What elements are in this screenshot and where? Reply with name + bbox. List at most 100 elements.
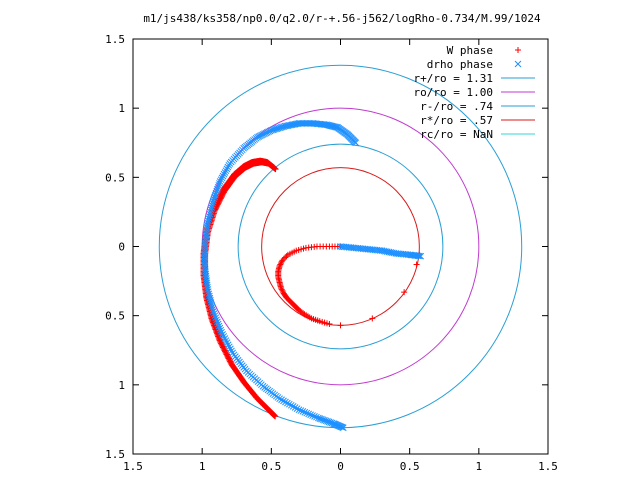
w-phase-point [283, 253, 290, 260]
w-phase-point [276, 278, 283, 285]
drho-phase-point [313, 413, 320, 421]
legend-marker [515, 47, 521, 53]
drho-phase-point [218, 328, 225, 336]
w-phase-point [314, 317, 321, 324]
drho-phase-point [211, 312, 219, 320]
w-phase-point [285, 296, 292, 303]
legend-label: W phase [447, 44, 493, 57]
drho-phase-point [284, 399, 291, 407]
drho-phase-point [297, 407, 305, 414]
w-phase-point [295, 246, 302, 253]
drho-phase-point [214, 318, 221, 326]
w-phase-point [298, 309, 305, 316]
drho-phase-point [278, 396, 285, 404]
x-tick-label: 1.5 [123, 460, 143, 473]
w-phase-point [287, 250, 294, 257]
w-phase-point [278, 260, 285, 267]
y-tick-label: 0.5 [105, 310, 125, 323]
drho-phase-point [212, 189, 220, 197]
drho-phase-point [221, 169, 229, 176]
drho-phase-point [214, 183, 222, 191]
legend-label: ro/ro = 1.00 [414, 86, 493, 99]
drho-phase-point [213, 187, 221, 195]
drho-phase-point [219, 172, 227, 180]
drho-phase-point [221, 335, 229, 342]
drho-phase-point [226, 160, 234, 167]
drho-phase-point [210, 310, 218, 317]
w-phase-point [324, 320, 331, 327]
x-tick-label: 0.5 [400, 460, 420, 473]
y-tick-label: 0.5 [105, 171, 125, 184]
drho-phase-point [289, 403, 297, 410]
drho-phase-point [311, 413, 318, 420]
legend-label: rc/ro = NaN [420, 128, 493, 141]
x-tick-label: 1 [199, 460, 206, 473]
y-tick-label: 1.5 [105, 33, 125, 46]
legend-label: r+/ro = 1.31 [414, 72, 493, 85]
legend-marker [514, 60, 522, 68]
drho-phase-point [282, 398, 289, 406]
drho-phase-point [413, 252, 420, 260]
drho-phase-point [212, 314, 220, 322]
y-tick-label: 0 [118, 241, 125, 254]
drho-phase-point [215, 182, 223, 189]
drho-phase-point [299, 408, 307, 415]
w-phase-point [306, 314, 313, 321]
y-tick-label: 1 [118, 102, 125, 115]
drho-phase-point [211, 193, 218, 201]
w-phase-point [278, 286, 285, 293]
w-phase-point [329, 243, 336, 250]
drho-phase-point [216, 180, 223, 187]
x-tick-label: 0.5 [261, 460, 281, 473]
phase-markers [200, 120, 425, 432]
w-phase-point [271, 412, 278, 419]
w-phase-point [278, 258, 285, 265]
drho-phase-point [217, 326, 225, 334]
drho-phase-point [216, 324, 224, 332]
drho-phase-point [214, 185, 221, 193]
w-phase-point [300, 310, 307, 317]
drho-phase-point [307, 411, 314, 419]
w-phase-point [272, 413, 279, 420]
w-phase-point [293, 305, 300, 312]
drho-phase-point [220, 333, 228, 340]
drho-phase-point [220, 170, 228, 178]
w-phase-point [337, 322, 344, 329]
drho-phase-point [227, 345, 234, 353]
drho-phase-point [303, 409, 311, 417]
w-phase-point [279, 257, 286, 264]
axis-ticks: 1.5 1 0.5 0 0.5 1 1.51.510.500.511.5 [105, 33, 558, 473]
drho-phase-point [215, 322, 223, 330]
drho-phase-point [209, 305, 217, 313]
drho-phase-point [228, 347, 235, 355]
x-tick-label: 1.5 [538, 460, 558, 473]
drho-phase-point [415, 252, 423, 260]
drho-phase-point [225, 343, 233, 351]
w-phase-point [289, 300, 296, 307]
drho-phase-point [285, 400, 293, 408]
w-phase-point [277, 283, 284, 290]
drho-phase-point [214, 320, 222, 328]
drho-phase-point [222, 167, 230, 175]
drho-phase-point [219, 330, 226, 338]
drho-phase-point [291, 404, 299, 411]
drho-phase-point [224, 341, 232, 349]
legend-label: r*/ro = .57 [420, 114, 493, 127]
drho-phase-point [280, 397, 287, 405]
drho-phase-point [276, 395, 283, 403]
w-phase-point [282, 254, 289, 261]
w-phase-point [317, 243, 324, 250]
drho-phase-point [209, 308, 217, 315]
drho-phase-point [339, 424, 347, 432]
drho-phase-point [216, 178, 224, 185]
drho-phase-point [224, 163, 232, 171]
drho-phase-point [217, 176, 225, 184]
drho-phase-point [305, 410, 313, 418]
radius-circle [237, 143, 444, 350]
drho-phase-point [309, 412, 316, 419]
legend-label: r-/ro = .74 [420, 100, 493, 113]
drho-phase-point [414, 252, 422, 260]
drho-phase-point [389, 249, 396, 257]
